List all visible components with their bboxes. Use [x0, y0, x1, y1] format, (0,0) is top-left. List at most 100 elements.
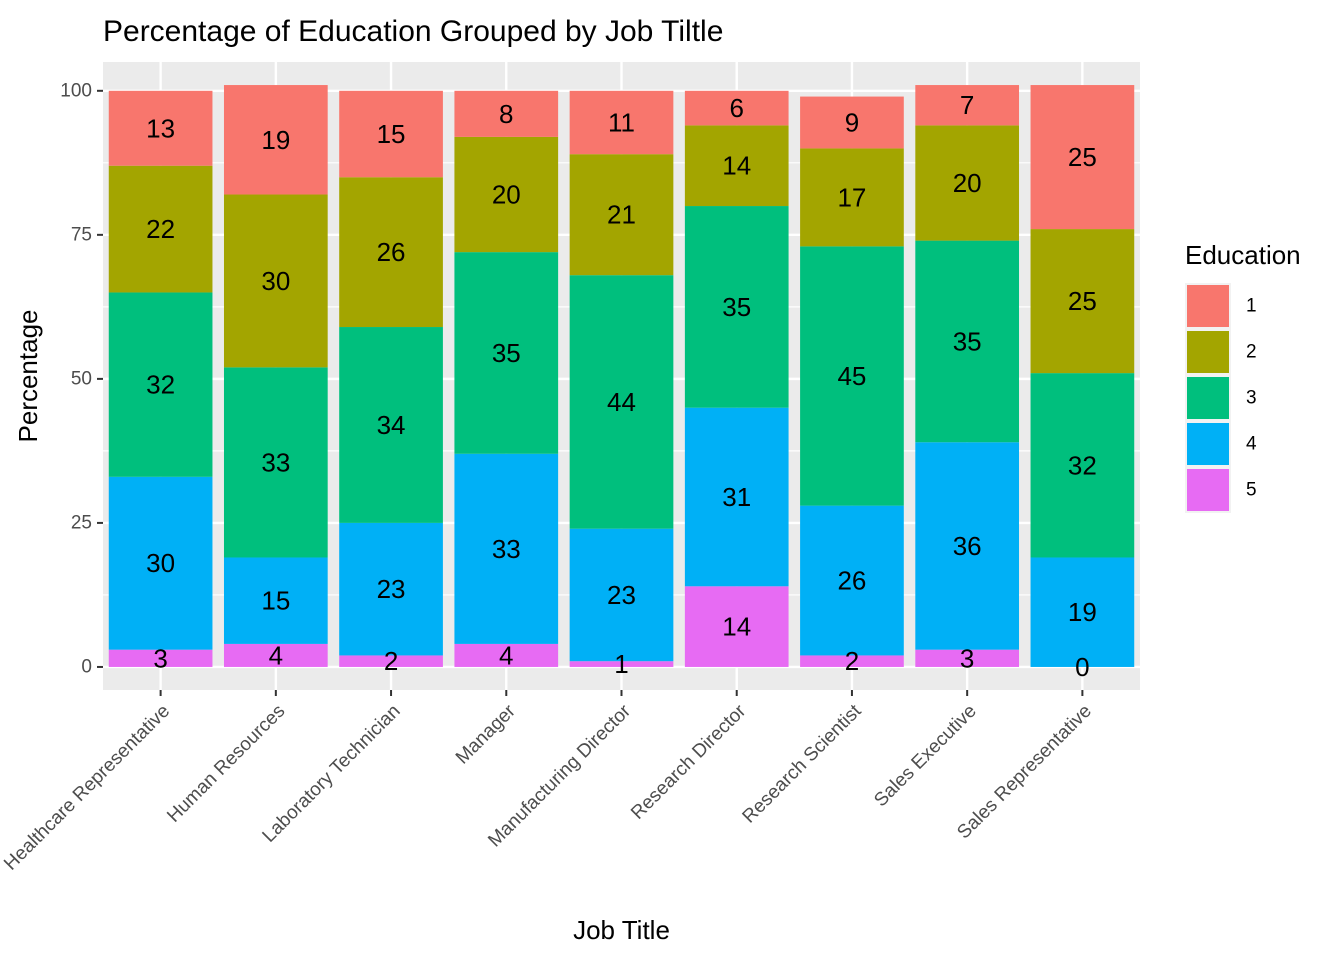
- data-label: 25: [1068, 142, 1097, 172]
- bar-segment: [800, 96, 904, 149]
- bar-segment: [223, 367, 328, 558]
- x-tick-label: Sales Executive: [870, 701, 980, 811]
- chart-title: Percentage of Education Grouped by Job T…: [103, 15, 723, 48]
- bar-segment: [915, 125, 1020, 241]
- bar-segment: [454, 136, 559, 253]
- legend-label: 4: [1246, 434, 1257, 455]
- data-label: 9: [845, 107, 859, 137]
- data-label: 7: [960, 90, 974, 120]
- data-label: 45: [837, 361, 866, 391]
- legend-label: 1: [1246, 296, 1257, 317]
- data-label: 1: [614, 649, 628, 679]
- bar-segment: [108, 649, 213, 667]
- bar-segment: [684, 407, 789, 587]
- bar-segment: [800, 505, 904, 656]
- data-label: 21: [607, 200, 636, 230]
- data-label: 30: [261, 266, 290, 296]
- data-label: 23: [607, 580, 636, 610]
- data-label: 35: [492, 338, 521, 368]
- y-tick-label: 75: [71, 224, 92, 245]
- bar-segment: [1030, 557, 1135, 667]
- bar-segment: [339, 177, 443, 328]
- data-label: 19: [1068, 597, 1097, 627]
- legend-swatch: [1187, 285, 1229, 327]
- bar-segment: [339, 90, 443, 178]
- bars: [108, 85, 1135, 667]
- data-label: 17: [837, 182, 866, 212]
- bar-segment: [339, 655, 443, 667]
- data-label: 31: [722, 482, 751, 512]
- data-label: 20: [953, 168, 982, 198]
- data-label: 35: [722, 292, 751, 322]
- legend-label: 3: [1246, 388, 1257, 409]
- bar-segment: [684, 125, 789, 207]
- legend-swatch: [1187, 423, 1229, 465]
- bar-segment: [915, 85, 1020, 126]
- data-label: 23: [377, 574, 406, 604]
- bar-segment: [569, 275, 674, 529]
- bar-segment: [108, 90, 213, 166]
- bar-segment: [108, 165, 213, 293]
- data-label: 0: [1075, 652, 1089, 682]
- legend-swatch: [1187, 469, 1229, 511]
- bar-segment: [569, 661, 674, 667]
- y-tick-label: 25: [71, 512, 92, 533]
- bar-segment: [223, 194, 328, 368]
- data-label: 2: [384, 646, 398, 676]
- bar-segment: [800, 148, 904, 247]
- legend-swatch: [1187, 331, 1229, 373]
- bar-segment: [223, 85, 328, 195]
- data-label: 35: [953, 326, 982, 356]
- x-tick-label: Human Resources: [163, 701, 289, 827]
- data-label: 3: [960, 643, 974, 673]
- data-labels: 3303222134153330192233426154333520812344…: [146, 90, 1097, 682]
- bar-segment: [223, 643, 328, 667]
- data-label: 15: [261, 586, 290, 616]
- bar-segment: [684, 586, 789, 667]
- data-label: 14: [722, 612, 751, 642]
- legend-label: 5: [1246, 480, 1257, 501]
- data-label: 26: [377, 237, 406, 267]
- bar-segment: [684, 90, 789, 126]
- bar-segment: [108, 476, 213, 650]
- data-label: 36: [953, 531, 982, 561]
- data-label: 13: [146, 113, 175, 143]
- data-label: 11: [608, 107, 635, 137]
- y-axis: 0 25 50 75 100: [60, 80, 103, 677]
- data-label: 2: [845, 646, 859, 676]
- x-tick-label: Research Scientist: [739, 700, 866, 827]
- bar-segment: [1030, 85, 1135, 230]
- x-tick-label: Sales Representative: [953, 701, 1096, 844]
- data-label: 14: [722, 151, 751, 181]
- data-label: 15: [377, 119, 406, 149]
- bar-segment: [108, 292, 213, 477]
- legend-swatch: [1187, 377, 1229, 419]
- data-label: 30: [146, 548, 175, 578]
- bar-segment: [915, 240, 1020, 443]
- bar-segment: [454, 252, 559, 454]
- bar-segment: [223, 557, 328, 644]
- bar-segment: [800, 246, 904, 506]
- data-label: 26: [837, 566, 866, 596]
- data-label: 8: [499, 99, 513, 129]
- bar-segment: [339, 327, 443, 523]
- bar-segment: [1030, 229, 1135, 374]
- data-label: 33: [492, 534, 521, 564]
- data-label: 19: [261, 125, 290, 155]
- y-tick-label: 100: [60, 80, 92, 101]
- data-label: 4: [269, 640, 283, 670]
- data-label: 33: [261, 447, 290, 477]
- data-label: 44: [607, 387, 636, 417]
- data-label: 20: [492, 180, 521, 210]
- bar-segment: [569, 154, 674, 276]
- bar-segment: [915, 649, 1020, 667]
- legend-label: 2: [1246, 342, 1257, 363]
- bar-segment: [339, 522, 443, 656]
- bar-segment: [1030, 373, 1135, 558]
- bar-segment: [454, 453, 559, 644]
- bar-segment: [684, 206, 789, 408]
- data-label: 32: [146, 370, 175, 400]
